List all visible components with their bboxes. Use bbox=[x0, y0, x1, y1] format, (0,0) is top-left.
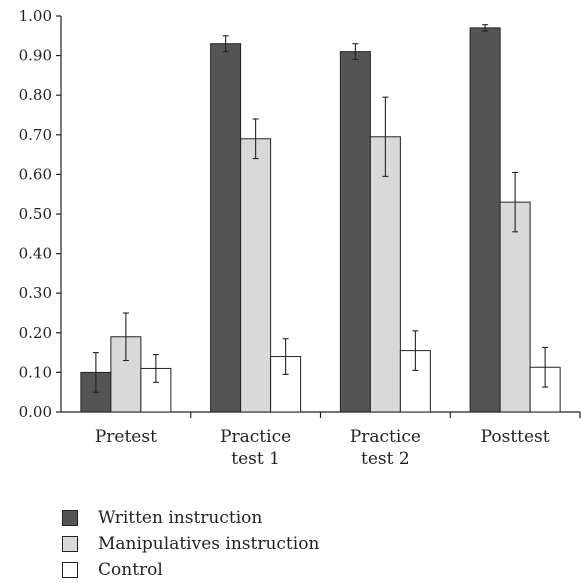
x-category-label-line: Practice bbox=[350, 427, 421, 447]
y-tick-label: 0.90 bbox=[19, 47, 52, 65]
x-category-label-line: Practice bbox=[220, 427, 291, 447]
legend-item-written: Written instruction bbox=[62, 505, 319, 531]
y-tick-label: 1.00 bbox=[19, 7, 52, 25]
bar bbox=[240, 138, 272, 413]
y-tick-label: 0.00 bbox=[19, 403, 52, 421]
legend: Written instruction Manipulatives instru… bbox=[62, 505, 319, 583]
bar bbox=[339, 51, 371, 413]
bars bbox=[80, 24, 561, 413]
y-tick-label: 0.50 bbox=[19, 205, 52, 223]
y-tick-label: 0.70 bbox=[19, 126, 52, 144]
legend-swatch-written bbox=[62, 510, 78, 526]
legend-swatch-control bbox=[62, 562, 78, 578]
bar-chart: 0.00 0.10 0.20 0.30 0.40 0.50 0.60 0.70 0.80 0.90… bbox=[19, 7, 581, 469]
labels: 0.00 0.10 0.20 0.30 0.40 0.50 0.60 0.70 0.80 0.90… bbox=[19, 7, 550, 469]
y-tick-label: 0.40 bbox=[19, 245, 52, 263]
legend-label-written: Written instruction bbox=[98, 508, 263, 528]
legend-label-manipulatives: Manipulatives instruction bbox=[98, 534, 320, 554]
y-tick-label: 0.10 bbox=[19, 363, 52, 381]
legend-item-manipulatives: Manipulatives instruction bbox=[62, 531, 319, 557]
x-category-label-line: test 2 bbox=[361, 449, 410, 469]
bar bbox=[469, 27, 501, 413]
x-category-label: Practice test 1 bbox=[220, 427, 291, 469]
x-category-label: Posttest bbox=[481, 427, 550, 447]
x-category-label-line: Pretest bbox=[95, 427, 157, 447]
y-tick-label: 0.80 bbox=[19, 86, 52, 104]
bar bbox=[499, 201, 531, 413]
bar bbox=[369, 136, 401, 413]
x-category-label: Pretest bbox=[95, 427, 157, 447]
legend-item-control: Control bbox=[62, 557, 319, 583]
x-category-label-line: test 1 bbox=[231, 449, 280, 469]
legend-label-control: Control bbox=[98, 560, 163, 580]
x-category-label-line: Posttest bbox=[481, 427, 550, 447]
x-category-label: Practice test 2 bbox=[350, 427, 421, 469]
y-tick-label: 0.30 bbox=[19, 284, 52, 302]
y-tick-label: 0.20 bbox=[19, 324, 52, 342]
bar bbox=[210, 43, 242, 413]
y-tick-label: 0.60 bbox=[19, 165, 52, 183]
legend-swatch-manipulatives bbox=[62, 536, 78, 552]
